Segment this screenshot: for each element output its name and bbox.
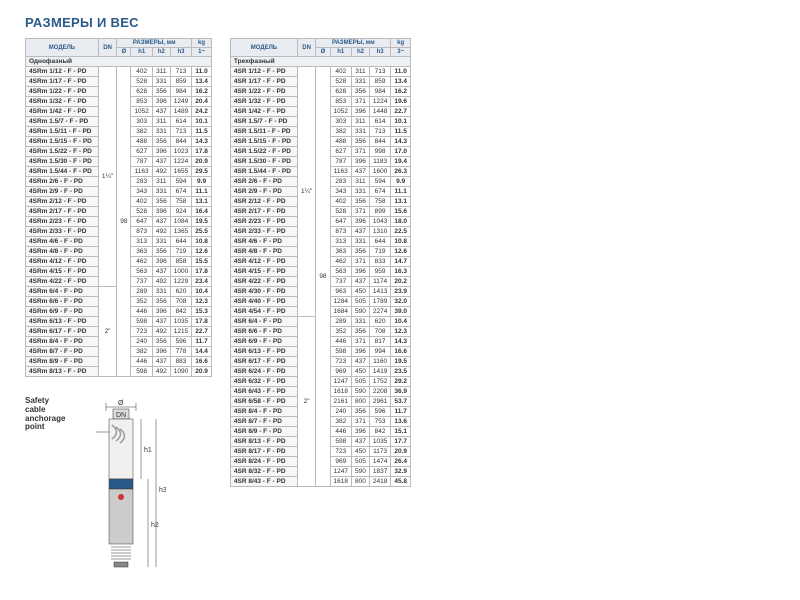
pump-svg: Ø DN h1 h2 h3 xyxy=(76,397,166,572)
table-right: МОДЕЛЬDNРАЗМЕРЫ, ммkgØh1h2h33~Трехфазный… xyxy=(230,38,411,487)
svg-text:h1: h1 xyxy=(144,447,152,454)
svg-text:Ø: Ø xyxy=(118,400,124,407)
page-title: РАЗМЕРЫ И ВЕС xyxy=(25,15,411,30)
table-row: 4SRm 1/12 - F - PD1¼"9840231171311.0 xyxy=(26,67,212,77)
svg-text:h2: h2 xyxy=(151,522,159,529)
anchorage-label: Safety cable anchorage point xyxy=(25,397,70,432)
table-left: МОДЕЛЬDNРАЗМЕРЫ, ммkgØh1h2h31~Однофазный… xyxy=(25,38,212,377)
svg-text:h3: h3 xyxy=(159,487,166,494)
svg-text:DN: DN xyxy=(116,412,126,419)
pump-diagram: Safety cable anchorage point Ø DN h1 h2 … xyxy=(25,397,212,572)
table-row: 4SR 1/12 - F - PD1¼"9840231171311.0 xyxy=(230,67,410,77)
